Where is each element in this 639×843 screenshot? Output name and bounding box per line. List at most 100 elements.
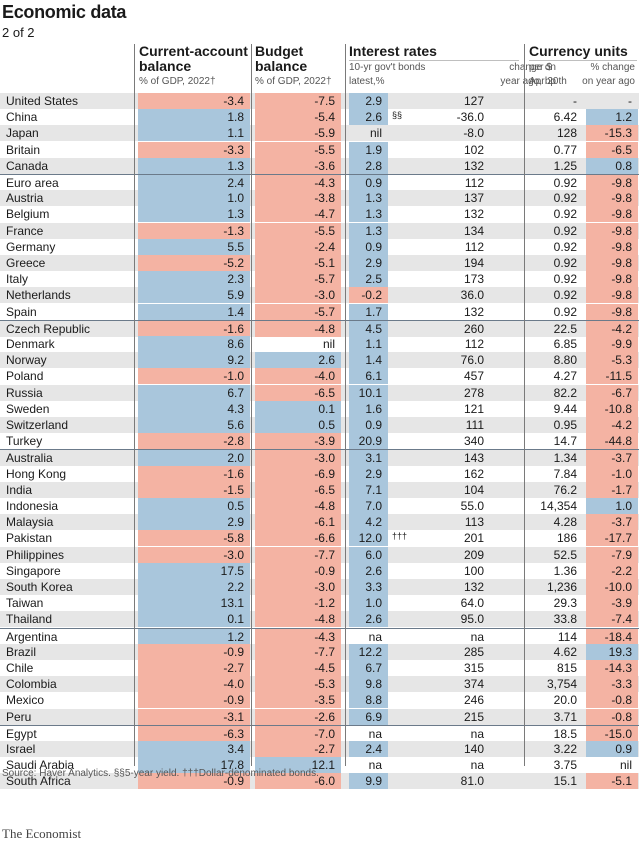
cell-current-account: 2.4 [138, 175, 250, 191]
cell-current-account: 0.5 [138, 498, 250, 514]
table-row: Japan 1.1 -5.9 nil -8.0 128 -15.3 [0, 125, 639, 142]
cell-bond-yield: 2.9 [349, 255, 388, 271]
cell-currency-change: -9.8 [586, 303, 638, 320]
page-subtitle: 2 of 2 [2, 25, 35, 40]
column-divider [251, 44, 252, 766]
country-name: Switzerland [6, 418, 69, 432]
table-row: Euro area 2.4 -4.3 0.9 112 0.92 -9.8 [0, 174, 639, 191]
cell-yield-change: 111 [465, 418, 484, 432]
country-name: Belgium [6, 207, 50, 222]
header-currency: Currency units per $ Apr 20th % change o… [529, 43, 637, 88]
cell-currency-per-dollar: 815 [556, 661, 577, 675]
header-currency-title: Currency units [529, 43, 628, 59]
cell-currency-change: -10.8 [586, 400, 638, 417]
header-interest-sub-c: change on [509, 62, 556, 73]
cell-bond-yield: 3.3 [349, 579, 388, 595]
cell-bond-yield: 1.9 [349, 141, 388, 158]
cell-yield-change: 36.0 [460, 288, 484, 303]
cell-currency-change: -1.0 [586, 465, 638, 482]
cell-current-account: -5.8 [138, 530, 250, 547]
cell-current-account: 8.6 [138, 336, 250, 352]
table-row: Mexico -0.9 -3.5 8.8 246 20.0 -0.8 [0, 692, 639, 709]
cell-current-account: 17.8 [138, 757, 250, 774]
cell-bond-yield: na [368, 726, 382, 741]
cell-yield-change: 132 [463, 207, 484, 222]
cell-yield-change: 112 [464, 176, 484, 190]
cell-current-account: -0.9 [138, 643, 250, 660]
country-name: Sweden [6, 401, 50, 416]
cell-budget-balance: -1.2 [255, 595, 341, 612]
cell-bond-yield: 6.7 [349, 660, 388, 676]
cell-bond-yield: 9.9 [349, 773, 388, 790]
cell-yield-change: na [470, 726, 484, 741]
table-row: Malaysia 2.9 -6.1 4.2 113 4.28 -3.7 [0, 514, 639, 531]
cell-currency-per-dollar: 3.22 [553, 742, 577, 756]
header-current-account-sub: % of GDP, 2022† [139, 76, 216, 87]
country-name: Mexico [6, 693, 45, 708]
cell-yield-change: 127 [463, 94, 484, 108]
country-name: Taiwan [6, 596, 44, 611]
cell-current-account: -1.5 [138, 481, 250, 498]
country-name: France [6, 223, 44, 238]
country-name: Japan [6, 126, 39, 141]
country-name: Singapore [6, 563, 61, 578]
cell-yield-change: 81.0 [460, 774, 484, 789]
cell-currency-per-dollar: 14.7 [553, 434, 577, 449]
table-row: Britain -3.3 -5.5 1.9 102 0.77 -6.5 [0, 141, 639, 158]
table-row: Poland -1.0 -4.0 6.1 457 4.27 -11.5 [0, 368, 639, 385]
country-name: Britain [6, 142, 41, 157]
cell-currency-change: -15.3 [586, 125, 638, 142]
cell-budget-balance: -7.7 [255, 643, 341, 660]
country-name: Israel [6, 742, 36, 756]
cell-budget-balance: -2.7 [255, 741, 341, 757]
cell-bond-yield: 2.6 [349, 562, 388, 579]
cell-yield-change: 112 [464, 239, 484, 254]
country-name: Pakistan [6, 531, 53, 546]
cell-bond-yield: 4.5 [349, 320, 388, 337]
country-name: Australia [6, 451, 53, 466]
cell-budget-balance: nil [322, 337, 335, 351]
cell-yield-change: 132 [463, 304, 484, 319]
cell-currency-per-dollar: 6.42 [553, 110, 577, 125]
cell-bond-yield: 9.8 [349, 676, 388, 693]
country-name: Canada [6, 158, 49, 173]
cell-currency-change: nil [619, 758, 632, 773]
cell-currency-per-dollar: 29.3 [553, 596, 577, 611]
country-name: Peru [6, 709, 32, 724]
country-name: Malaysia [6, 515, 54, 530]
header-interest-sub-b: latest,% [349, 76, 385, 87]
cell-budget-balance: -3.0 [255, 579, 341, 595]
table-row: Singapore 17.5 -0.9 2.6 100 1.36 -2.2 [0, 562, 639, 579]
header-budget-title: Budget balance [255, 43, 308, 74]
cell-budget-balance: -7.0 [255, 725, 341, 742]
table-row: South Africa -0.9 -6.0 9.9 81.0 15.1 -5.1 [0, 773, 639, 790]
cell-yield-change: 143 [463, 451, 484, 466]
cell-budget-balance: -5.7 [255, 271, 341, 288]
cell-yield-change: 132 [463, 158, 484, 173]
cell-currency-change: -17.7 [586, 530, 638, 547]
cell-currency-per-dollar: 0.92 [553, 304, 577, 319]
cell-currency-change: -9.8 [586, 206, 638, 223]
cell-currency-change: -3.7 [586, 450, 638, 467]
cell-yield-change: 100 [463, 563, 484, 578]
cell-currency-change: -44.8 [586, 433, 638, 450]
cell-currency-change: -6.5 [586, 141, 638, 158]
cell-current-account: -3.1 [138, 708, 250, 725]
cell-bond-yield: 1.6 [349, 400, 388, 417]
cell-current-account: 9.2 [138, 352, 250, 369]
country-name: Colombia [6, 677, 57, 692]
cell-budget-balance: -4.3 [255, 175, 341, 191]
table-row: Czech Republic -1.6 -4.8 4.5 260 22.5 -4.2 [0, 319, 639, 337]
table-row: Indonesia 0.5 -4.8 7.0 55.0 14,354 1.0 [0, 498, 639, 514]
cell-yield-change: 64.0 [460, 596, 484, 611]
table-row: Italy 2.3 -5.7 2.5 173 0.92 -9.8 [0, 271, 639, 288]
cell-budget-balance: -5.5 [255, 141, 341, 158]
table-row: Chile -2.7 -4.5 6.7 315 815 -14.3 [0, 660, 639, 676]
country-name: United States [6, 94, 79, 108]
cell-currency-change: -9.8 [586, 271, 638, 288]
cell-currency-per-dollar: 8.80 [553, 353, 577, 368]
cell-current-account: -4.0 [138, 676, 250, 693]
country-name: Russia [6, 385, 43, 400]
cell-currency-change: -9.8 [586, 190, 638, 207]
cell-currency-per-dollar: 4.62 [553, 644, 577, 659]
